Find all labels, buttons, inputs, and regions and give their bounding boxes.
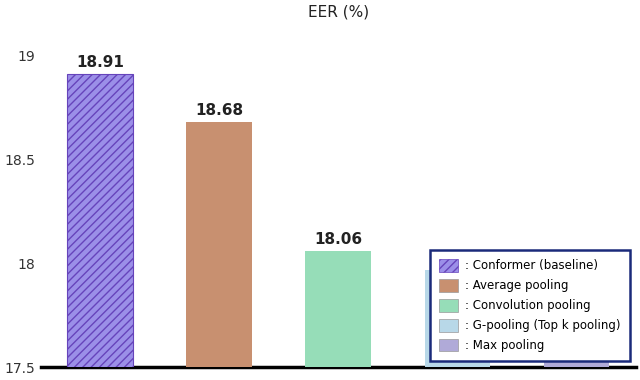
Legend: : Conformer (baseline), : Average pooling, : Convolution pooling, : G-pooling (T: : Conformer (baseline), : Average poolin… [429,250,630,361]
Bar [543,297,609,367]
Text: 17.84: 17.84 [552,277,600,293]
Bar [186,122,252,367]
Bar [424,270,490,367]
Text: 18.91: 18.91 [76,55,124,70]
Title: EER (%): EER (%) [308,4,369,19]
Bar [305,251,371,367]
Text: 18.06: 18.06 [314,232,362,247]
Bar [67,74,133,367]
Text: 17.97: 17.97 [433,250,481,266]
Text: 18.68: 18.68 [195,103,243,118]
